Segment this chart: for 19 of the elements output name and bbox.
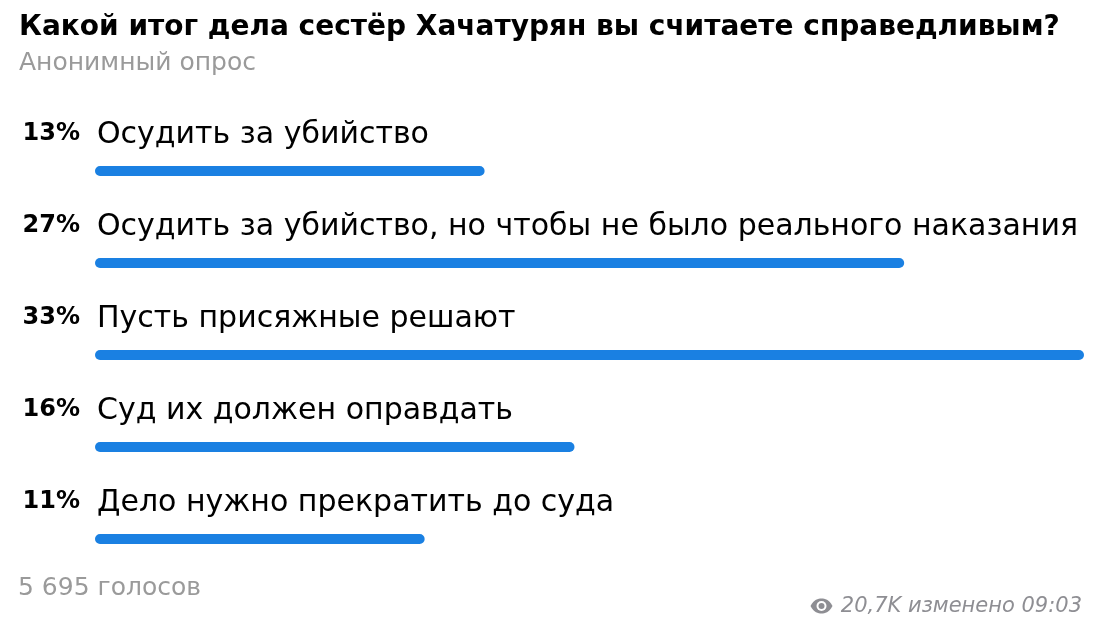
chart-title: Какой итог дела сестёр Хачатурян вы считаете справедливым? xyxy=(19,8,1060,42)
data-label: 33% xyxy=(22,302,80,330)
bar xyxy=(95,258,905,268)
data-label: 27% xyxy=(22,210,80,238)
y-tick-label: Пусть присяжные решают xyxy=(97,299,516,334)
bar xyxy=(95,534,425,544)
bar xyxy=(95,166,485,176)
data-label: 16% xyxy=(22,394,80,422)
text: 20,7K изменено 09:03 xyxy=(840,592,1082,617)
text: 5 695 голосов xyxy=(18,572,201,601)
data-label: 13% xyxy=(22,118,80,146)
y-tick-label: Осудить за убийство, но чтобы не было реального наказания xyxy=(97,207,1078,242)
data-label: 11% xyxy=(22,486,80,514)
bar xyxy=(95,442,575,452)
chart-subtitle: Анонимный опрос xyxy=(19,47,257,76)
y-tick-label: Дело нужно прекратить до суда xyxy=(97,483,615,518)
y-tick-label: Суд их должен оправдать xyxy=(97,391,514,426)
y-tick-label: Осудить за убийство xyxy=(97,115,429,150)
bar xyxy=(95,350,1084,360)
